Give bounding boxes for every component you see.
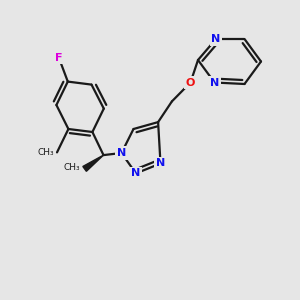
Text: CH₃: CH₃	[64, 164, 80, 172]
Text: O: O	[186, 77, 195, 88]
Text: N: N	[212, 34, 220, 44]
Text: N: N	[131, 168, 140, 178]
Text: CH₃: CH₃	[38, 148, 54, 157]
Polygon shape	[83, 155, 104, 171]
Text: N: N	[210, 77, 219, 88]
Text: F: F	[55, 52, 63, 63]
Text: N: N	[156, 158, 165, 169]
Text: N: N	[117, 148, 126, 158]
